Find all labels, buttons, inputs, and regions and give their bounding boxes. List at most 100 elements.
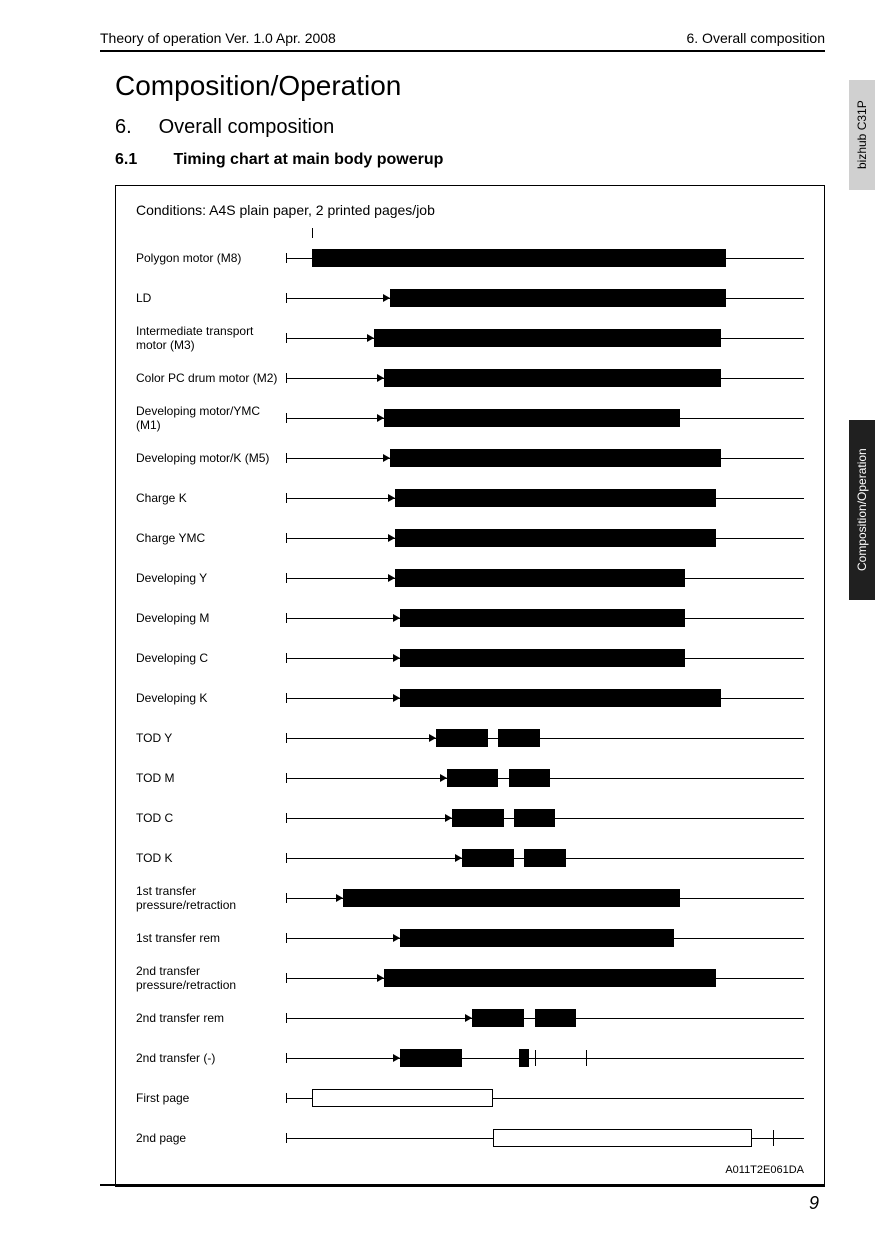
lead-tick bbox=[286, 1053, 287, 1063]
timing-rows-container: Polygon motor (M8) LD Intermediate transpo… bbox=[136, 238, 804, 1158]
timing-chart-box: Conditions: A4S plain paper, 2 printed p… bbox=[115, 185, 825, 1187]
active-bar bbox=[395, 569, 685, 587]
timing-row: Polygon motor (M8) bbox=[136, 238, 804, 278]
row-track bbox=[286, 398, 804, 438]
timing-row: TOD C bbox=[136, 798, 804, 838]
baseline bbox=[286, 1058, 804, 1059]
lead-tick bbox=[286, 653, 287, 663]
active-bar bbox=[535, 1009, 576, 1027]
timing-row: Developing C bbox=[136, 638, 804, 678]
onset-arrow-icon bbox=[393, 1054, 400, 1062]
lead-tick bbox=[286, 853, 287, 863]
baseline bbox=[286, 738, 804, 739]
active-bar bbox=[436, 729, 488, 747]
row-track bbox=[286, 318, 804, 358]
active-bar bbox=[384, 409, 679, 427]
active-bar bbox=[447, 769, 499, 787]
lead-tick bbox=[286, 973, 287, 983]
active-bar bbox=[374, 329, 721, 347]
onset-arrow-icon bbox=[388, 574, 395, 582]
onset-arrow-icon bbox=[377, 974, 384, 982]
main-title: Composition/Operation bbox=[115, 70, 825, 102]
row-track bbox=[286, 558, 804, 598]
row-label: LD bbox=[136, 291, 286, 305]
timing-row: 2nd transfer rem bbox=[136, 998, 804, 1038]
timing-row: TOD Y bbox=[136, 718, 804, 758]
lead-tick bbox=[286, 893, 287, 903]
onset-arrow-icon bbox=[455, 854, 462, 862]
section-title: 6. Overall composition bbox=[115, 116, 825, 139]
footer-rule bbox=[100, 1184, 825, 1186]
lead-tick bbox=[286, 493, 287, 503]
onset-arrow-icon bbox=[388, 494, 395, 502]
onset-arrow-icon bbox=[388, 534, 395, 542]
figure-code: A011T2E061DA bbox=[136, 1164, 804, 1176]
row-track bbox=[286, 278, 804, 318]
active-bar bbox=[472, 1009, 524, 1027]
row-track bbox=[286, 238, 804, 278]
active-bar bbox=[400, 649, 685, 667]
page-header: Theory of operation Ver. 1.0 Apr. 2008 6… bbox=[100, 30, 825, 52]
active-bar bbox=[462, 849, 514, 867]
row-label: 1st transfer pressure/retraction bbox=[136, 884, 286, 913]
row-label: First page bbox=[136, 1091, 286, 1105]
row-track bbox=[286, 998, 804, 1038]
active-bar bbox=[400, 929, 675, 947]
row-track bbox=[286, 518, 804, 558]
side-tab-model: bizhub C31P bbox=[849, 80, 875, 190]
side-tab-section: Composition/Operation bbox=[849, 420, 875, 600]
timing-row: TOD K bbox=[136, 838, 804, 878]
lead-tick bbox=[286, 773, 287, 783]
row-label: 2nd transfer (-) bbox=[136, 1051, 286, 1065]
onset-arrow-icon bbox=[429, 734, 436, 742]
lead-tick bbox=[286, 573, 287, 583]
timing-row: 1st transfer pressure/retraction bbox=[136, 878, 804, 918]
active-bar bbox=[498, 729, 539, 747]
lead-tick bbox=[286, 933, 287, 943]
timing-row: Intermediate transport motor (M3) bbox=[136, 318, 804, 358]
row-track bbox=[286, 358, 804, 398]
onset-arrow-icon bbox=[367, 334, 374, 342]
end-tick bbox=[773, 1130, 774, 1146]
row-track bbox=[286, 1038, 804, 1078]
onset-arrow-icon bbox=[393, 694, 400, 702]
onset-arrow-icon bbox=[383, 454, 390, 462]
row-label: 2nd transfer rem bbox=[136, 1011, 286, 1025]
active-bar bbox=[400, 1049, 462, 1067]
row-track bbox=[286, 958, 804, 998]
row-label: Developing motor/K (M5) bbox=[136, 451, 286, 465]
timing-row: 2nd page bbox=[136, 1118, 804, 1158]
onset-arrow-icon bbox=[383, 294, 390, 302]
row-label: 2nd transfer pressure/retraction bbox=[136, 964, 286, 993]
row-label: Developing motor/YMC (M1) bbox=[136, 404, 286, 433]
timing-row: 2nd transfer (-) bbox=[136, 1038, 804, 1078]
timeline-origin-tick bbox=[312, 228, 313, 238]
row-label: Polygon motor (M8) bbox=[136, 251, 286, 265]
row-label: 2nd page bbox=[136, 1131, 286, 1145]
active-bar bbox=[390, 449, 722, 467]
row-track bbox=[286, 838, 804, 878]
active-bar bbox=[395, 529, 716, 547]
lead-tick bbox=[286, 813, 287, 823]
lead-tick bbox=[286, 1013, 287, 1023]
row-label: Developing K bbox=[136, 691, 286, 705]
timing-row: LD bbox=[136, 278, 804, 318]
row-label: Developing C bbox=[136, 651, 286, 665]
page-bar bbox=[312, 1089, 493, 1107]
lead-tick bbox=[286, 413, 287, 423]
row-label: Charge K bbox=[136, 491, 286, 505]
section-number: 6. bbox=[115, 116, 153, 139]
onset-arrow-icon bbox=[445, 814, 452, 822]
header-right: 6. Overall composition bbox=[686, 30, 825, 46]
row-track bbox=[286, 798, 804, 838]
row-track bbox=[286, 638, 804, 678]
onset-arrow-icon bbox=[393, 614, 400, 622]
header-left: Theory of operation Ver. 1.0 Apr. 2008 bbox=[100, 30, 336, 46]
active-bar bbox=[519, 1049, 529, 1067]
row-track bbox=[286, 1078, 804, 1118]
subsection-title: 6.1 Timing chart at main body powerup bbox=[115, 151, 825, 169]
row-label: TOD C bbox=[136, 811, 286, 825]
marker-tick bbox=[535, 1050, 536, 1066]
row-label: Developing Y bbox=[136, 571, 286, 585]
row-label: Color PC drum motor (M2) bbox=[136, 371, 286, 385]
